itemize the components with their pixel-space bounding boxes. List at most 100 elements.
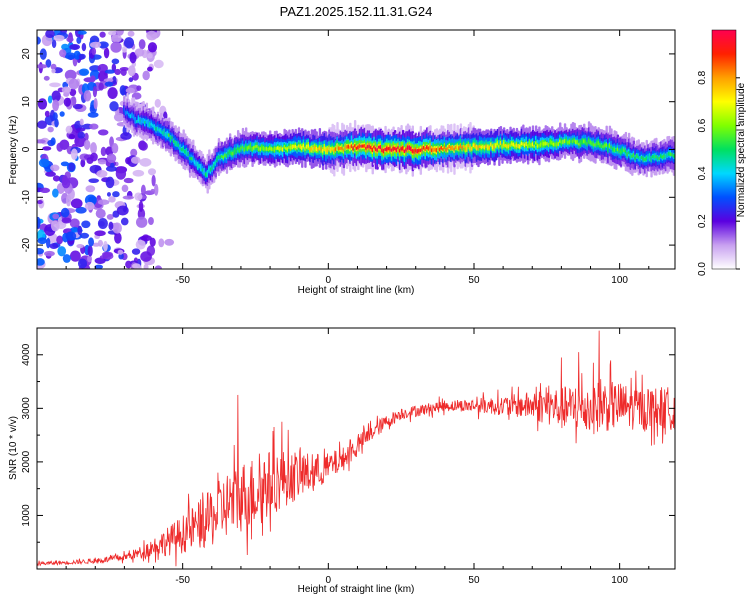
- spectrogram-noise-blob: [75, 127, 86, 132]
- spectrogram-noise-blob: [128, 77, 134, 83]
- spectrogram-noise-blob: [139, 141, 148, 151]
- spectrogram-noise-blob: [136, 85, 142, 91]
- spectrogram-y-tick-label: -20: [21, 237, 32, 252]
- spectrogram-noise-blob: [52, 99, 60, 112]
- spectrogram-noise-blob: [88, 237, 95, 247]
- spectrogram-noise-blob: [60, 161, 70, 167]
- spectrogram-noise-blob: [140, 184, 146, 196]
- spectrogram-noise-blob: [127, 65, 136, 77]
- spectrogram-noise-blob: [65, 125, 73, 134]
- spectrogram-noise-blob: [110, 162, 115, 168]
- spectrogram-noise-blob: [72, 103, 83, 110]
- spectrogram-noise-blob: [106, 192, 111, 197]
- spectrogram-noise-blob: [69, 43, 81, 51]
- spectrogram-noise-blob: [37, 120, 47, 129]
- spectrogram-noise-blob: [97, 41, 109, 49]
- spectrogram-noise-blob: [62, 254, 71, 263]
- spectrogram-noise-blob: [79, 232, 90, 239]
- spectrogram-noise-blob: [149, 237, 156, 247]
- colorbar-tick-label: 0.4: [697, 166, 708, 180]
- spectrogram-noise-blob: [115, 168, 127, 180]
- spectrogram-noise-blob: [65, 194, 72, 207]
- snr-y-tick-label: 2000: [21, 450, 32, 473]
- spectrogram-noise-blob: [53, 34, 65, 42]
- spectrogram-noise-blob: [37, 216, 41, 229]
- spectrogram-noise-blob: [138, 39, 146, 50]
- snr-x-tick-label: 0: [326, 575, 332, 586]
- spectrogram-noise-blob: [130, 148, 138, 157]
- spectrogram-noise-blob: [97, 63, 108, 73]
- spectrogram-noise-blob: [112, 222, 122, 234]
- spectrogram-noise-blob: [50, 164, 60, 172]
- colorbar-label: Normalized spectral amplitude: [736, 82, 747, 217]
- spectrogram-noise-blob: [111, 34, 122, 43]
- spectrogram-noise-blob: [46, 237, 51, 249]
- spectrogram-noise-blob: [77, 30, 87, 35]
- spectrogram-noise-blob: [138, 200, 144, 212]
- spectrogram-noise-blob: [116, 30, 124, 36]
- spectrogram-noise-blob: [87, 245, 93, 257]
- spectrogram-noise-blob: [39, 48, 47, 60]
- spectrogram-noise-blob: [80, 159, 86, 168]
- spectrogram-noise-blob: [111, 58, 120, 65]
- spectrogram-noise-blob: [154, 98, 161, 108]
- spectrogram-noise-blob: [84, 132, 89, 141]
- spectrogram-noise-blob: [151, 174, 156, 187]
- spectrogram-noise-blob: [39, 187, 51, 194]
- spectrogram-noise-blob: [81, 220, 91, 229]
- spectrogram-noise-blob: [146, 30, 158, 41]
- spectrogram-noise-blob: [112, 191, 120, 198]
- spectrogram-noise-blob: [108, 221, 114, 231]
- spectrogram-noise-blob: [61, 86, 72, 94]
- spectrogram-noise-blob: [114, 68, 122, 75]
- spectrogram-noise-blob: [70, 148, 78, 160]
- spectrogram-noise-blob: [121, 46, 128, 53]
- spectrogram-noise-blob: [89, 123, 99, 130]
- spectrogram-noise-blob: [81, 43, 87, 52]
- spectrogram-noise-blob: [154, 183, 159, 196]
- spectrogram-noise-blob: [37, 36, 41, 45]
- spectrogram-noise-blob: [52, 188, 59, 198]
- spectrogram-noise-blob: [88, 178, 100, 184]
- spectrogram-noise-blob: [45, 59, 52, 68]
- snr-frame: [36, 327, 676, 570]
- spectrogram-marks: [37, 30, 675, 269]
- spectrogram-noise-blob: [119, 85, 127, 96]
- spectrogram-noise-blob: [97, 218, 108, 230]
- spectrogram-noise-blob: [103, 47, 110, 59]
- spectrogram-noise-blob: [77, 258, 88, 269]
- spectrogram-noise-blob: [134, 192, 143, 201]
- spectrogram-noise-blob: [142, 70, 150, 81]
- spectrogram-noise-blob: [94, 257, 106, 264]
- snr-y-tick-label: 4000: [21, 343, 32, 366]
- spectrogram-noise-blob: [129, 51, 137, 64]
- spectrogram-noise-blob: [112, 76, 117, 85]
- snr-x-ticks: -50 0 50 100: [65, 328, 650, 586]
- spectrogram-noise-blob: [154, 265, 162, 269]
- spectrogram-noise-blob: [104, 81, 114, 87]
- spectrogram-noise-blob: [97, 129, 109, 136]
- spectrogram-noise-blob: [50, 220, 60, 232]
- spectrogram-noise-blob: [68, 78, 80, 90]
- spectrogram-ridge-cell: [672, 154, 675, 158]
- snr-y-ticks: 1000 2000 3000 4000: [21, 327, 675, 543]
- spectrogram-noise-blob: [108, 30, 117, 36]
- spectrogram-noise-blob: [150, 188, 155, 193]
- spectrogram-noise-blob: [92, 86, 98, 98]
- spectrogram-noise-blob: [114, 232, 122, 244]
- spectrogram-noise-blob: [95, 208, 106, 219]
- spectrogram-noise-blob: [92, 242, 101, 247]
- spectrogram-x-tick-label: 50: [468, 275, 480, 286]
- spectrogram-noise-blob: [164, 238, 175, 246]
- spectrogram-noise-blob: [50, 63, 57, 70]
- spectrogram-noise-blob: [44, 250, 55, 257]
- spectrogram-noise-blob: [143, 263, 149, 269]
- colorbar-tick-label: 0.2: [697, 214, 708, 228]
- spectrogram-noise-blob: [51, 90, 61, 102]
- spectrogram-noise-blob: [105, 176, 115, 189]
- spectrogram-noise-blob: [83, 139, 91, 150]
- spectrogram-noise-blob: [97, 199, 110, 205]
- colorbar-tick-label: 0.6: [697, 118, 708, 132]
- spectrogram-noise-blob: [153, 59, 164, 69]
